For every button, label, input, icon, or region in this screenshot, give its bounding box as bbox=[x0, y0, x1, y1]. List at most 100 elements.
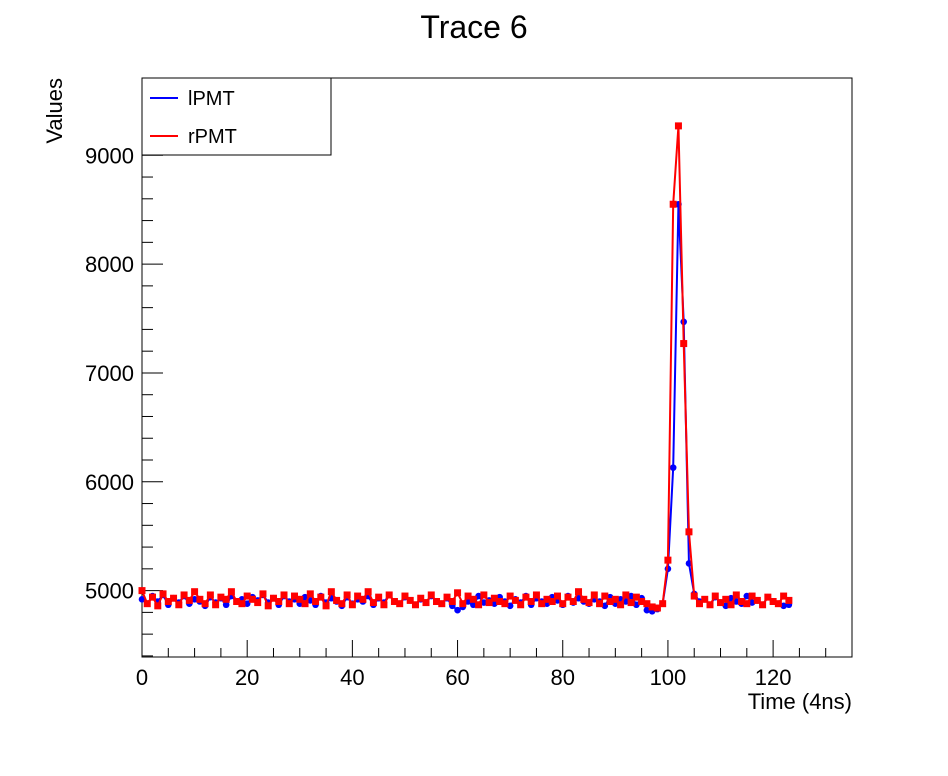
data-point-rpmt bbox=[359, 595, 367, 603]
data-point-lpmt bbox=[627, 592, 635, 600]
data-point-rpmt bbox=[154, 602, 162, 610]
data-point-lpmt bbox=[222, 601, 230, 609]
data-point-lpmt bbox=[138, 596, 146, 603]
data-point-rpmt bbox=[743, 600, 751, 608]
data-point-rpmt bbox=[527, 597, 535, 605]
data-point-lpmt bbox=[669, 464, 677, 471]
data-point-rpmt bbox=[575, 588, 583, 596]
data-point-lpmt bbox=[780, 602, 787, 610]
data-point-rpmt bbox=[243, 592, 251, 600]
data-point-rpmt bbox=[354, 592, 362, 600]
data-point-rpmt bbox=[764, 593, 772, 601]
data-point-rpmt bbox=[632, 593, 640, 601]
data-point-rpmt bbox=[259, 590, 267, 598]
chart-title: Trace 6 bbox=[420, 9, 527, 45]
data-point-rpmt bbox=[601, 592, 609, 600]
data-point-lpmt bbox=[454, 606, 461, 614]
data-point-rpmt bbox=[559, 600, 567, 608]
data-point-rpmt bbox=[369, 599, 377, 607]
data-point-rpmt bbox=[627, 599, 635, 607]
data-point-lpmt bbox=[491, 600, 498, 607]
data-point-rpmt bbox=[643, 600, 651, 608]
data-point-rpmt bbox=[695, 600, 703, 608]
data-point-rpmt bbox=[427, 591, 435, 599]
data-point-rpmt bbox=[464, 592, 472, 600]
y-axis-label: Values bbox=[42, 78, 67, 144]
legend-box bbox=[141, 77, 332, 156]
data-point-lpmt bbox=[748, 599, 756, 606]
data-point-rpmt bbox=[532, 591, 540, 599]
data-point-rpmt bbox=[343, 591, 351, 599]
data-point-rpmt bbox=[401, 592, 409, 600]
data-point-rpmt bbox=[780, 592, 788, 600]
data-point-rpmt bbox=[706, 601, 714, 609]
x-tick-label: 0 bbox=[136, 665, 148, 690]
data-point-rpmt bbox=[291, 592, 299, 600]
data-point-rpmt bbox=[448, 597, 456, 605]
data-point-rpmt bbox=[732, 591, 740, 599]
data-point-rpmt bbox=[417, 594, 425, 602]
x-axis-label: Time (4ns) bbox=[748, 689, 852, 714]
x-tick-label: 80 bbox=[550, 665, 574, 690]
data-point-rpmt bbox=[164, 597, 172, 605]
data-point-lpmt bbox=[633, 601, 640, 609]
x-tick-label: 120 bbox=[755, 665, 792, 690]
data-point-rpmt bbox=[685, 528, 693, 536]
data-point-lpmt bbox=[191, 596, 198, 603]
data-point-rpmt bbox=[664, 556, 672, 564]
data-point-rpmt bbox=[301, 600, 309, 608]
data-point-rpmt bbox=[674, 122, 682, 130]
data-point-rpmt bbox=[774, 600, 782, 608]
data-point-rpmt bbox=[390, 597, 398, 605]
data-point-rpmt bbox=[722, 595, 730, 603]
data-point-rpmt bbox=[306, 590, 314, 598]
data-point-rpmt bbox=[227, 588, 235, 596]
data-point-rpmt bbox=[254, 599, 262, 607]
data-point-rpmt bbox=[201, 600, 209, 608]
x-tick-label: 100 bbox=[650, 665, 687, 690]
data-point-rpmt bbox=[669, 200, 677, 208]
data-point-rpmt bbox=[285, 600, 293, 608]
legend: lPMT rPMT bbox=[141, 77, 332, 156]
axes-layer: 0 20 40 60 80 100 120 5000 6000 7000 8000 9000 bbox=[85, 89, 853, 690]
data-point-rpmt bbox=[138, 587, 146, 595]
data-point-rpmt bbox=[364, 588, 372, 596]
y-tick-label: 5000 bbox=[85, 579, 134, 604]
series-layer bbox=[138, 122, 793, 615]
data-point-rpmt bbox=[506, 592, 514, 600]
data-point-rpmt bbox=[180, 591, 188, 599]
data-point-rpmt bbox=[433, 597, 441, 605]
data-point-rpmt bbox=[322, 602, 330, 610]
data-point-rpmt bbox=[438, 600, 446, 608]
data-point-rpmt bbox=[196, 595, 204, 603]
data-point-rpmt bbox=[469, 595, 477, 603]
y-tick-label: 9000 bbox=[85, 143, 134, 168]
data-point-rpmt bbox=[548, 597, 556, 605]
data-point-rpmt bbox=[143, 600, 151, 608]
data-point-rpmt bbox=[175, 601, 183, 609]
data-point-rpmt bbox=[149, 593, 157, 601]
data-point-rpmt bbox=[753, 596, 761, 604]
series-line-rpmt bbox=[141, 125, 790, 610]
x-tick-label: 60 bbox=[445, 665, 469, 690]
data-point-rpmt bbox=[269, 594, 277, 602]
data-point-rpmt bbox=[490, 594, 498, 602]
data-point-rpmt bbox=[233, 597, 241, 605]
data-point-rpmt bbox=[580, 595, 588, 603]
data-point-rpmt bbox=[648, 603, 656, 611]
data-point-rpmt bbox=[454, 589, 462, 597]
data-point-rpmt bbox=[617, 601, 625, 609]
data-point-lpmt bbox=[722, 602, 730, 610]
data-point-rpmt bbox=[522, 593, 530, 601]
data-point-rpmt bbox=[606, 597, 614, 605]
data-point-rpmt bbox=[727, 601, 735, 609]
data-point-rpmt bbox=[701, 595, 709, 603]
data-point-lpmt bbox=[243, 600, 251, 607]
data-point-rpmt bbox=[480, 591, 488, 599]
legend-label-lpmt: lPMT bbox=[188, 88, 235, 110]
data-point-lpmt bbox=[601, 602, 609, 610]
data-point-rpmt bbox=[748, 592, 756, 600]
data-point-rpmt bbox=[443, 593, 451, 601]
data-point-rpmt bbox=[611, 595, 619, 603]
data-point-rpmt bbox=[375, 593, 383, 601]
